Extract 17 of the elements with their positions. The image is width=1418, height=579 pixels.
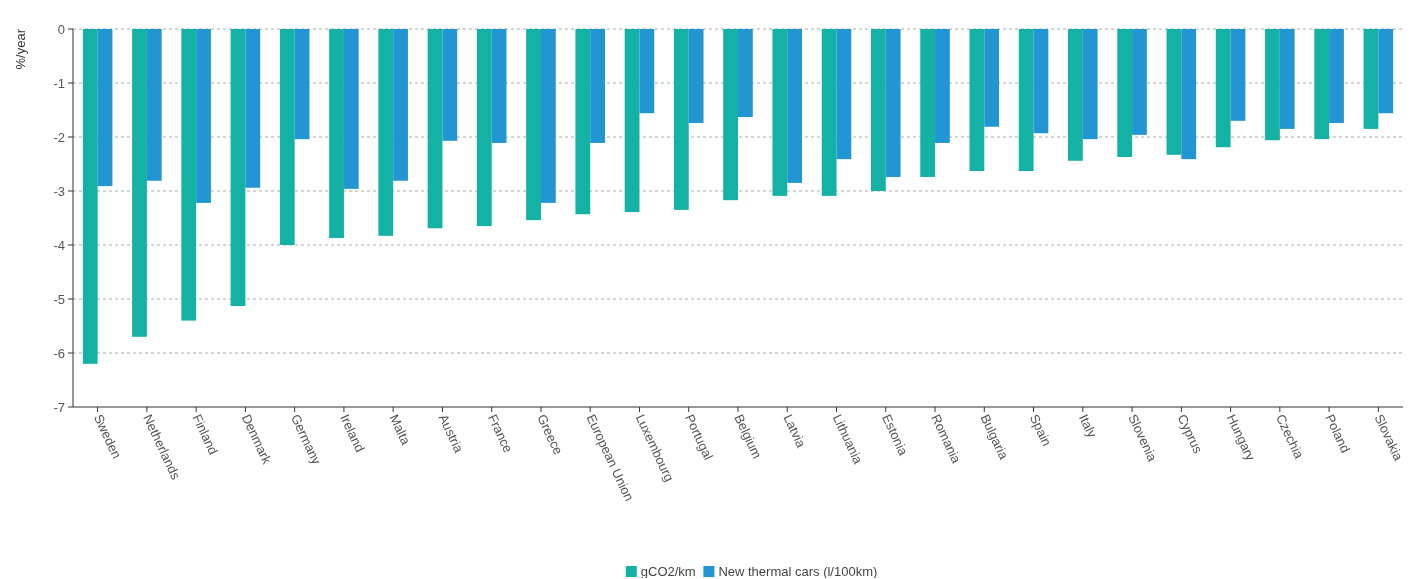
x-tick-label: Italy — [1076, 411, 1100, 441]
legend-label: gCO2/km — [640, 564, 696, 579]
x-tick-label: Spain — [1026, 411, 1055, 449]
x-tick-label: Latvia — [780, 411, 810, 451]
legend-label: New thermal cars (l/100km) — [718, 564, 878, 579]
y-tick-label: -2 — [53, 129, 65, 145]
y-tick-label: 0 — [57, 21, 65, 37]
y-tick-label: -5 — [53, 291, 65, 307]
x-tick-label: Cyprus — [1174, 411, 1206, 457]
y-tick-label: -4 — [53, 237, 65, 253]
y-tick-label: -7 — [53, 399, 65, 415]
y-tick-label: -1 — [53, 75, 65, 91]
x-tick-label: France — [484, 411, 516, 455]
y-axis-title: %/year — [12, 28, 28, 70]
y-tick-label: -3 — [53, 183, 65, 199]
x-tick-label: Malta — [386, 411, 414, 448]
y-tick-label: -6 — [53, 345, 65, 361]
